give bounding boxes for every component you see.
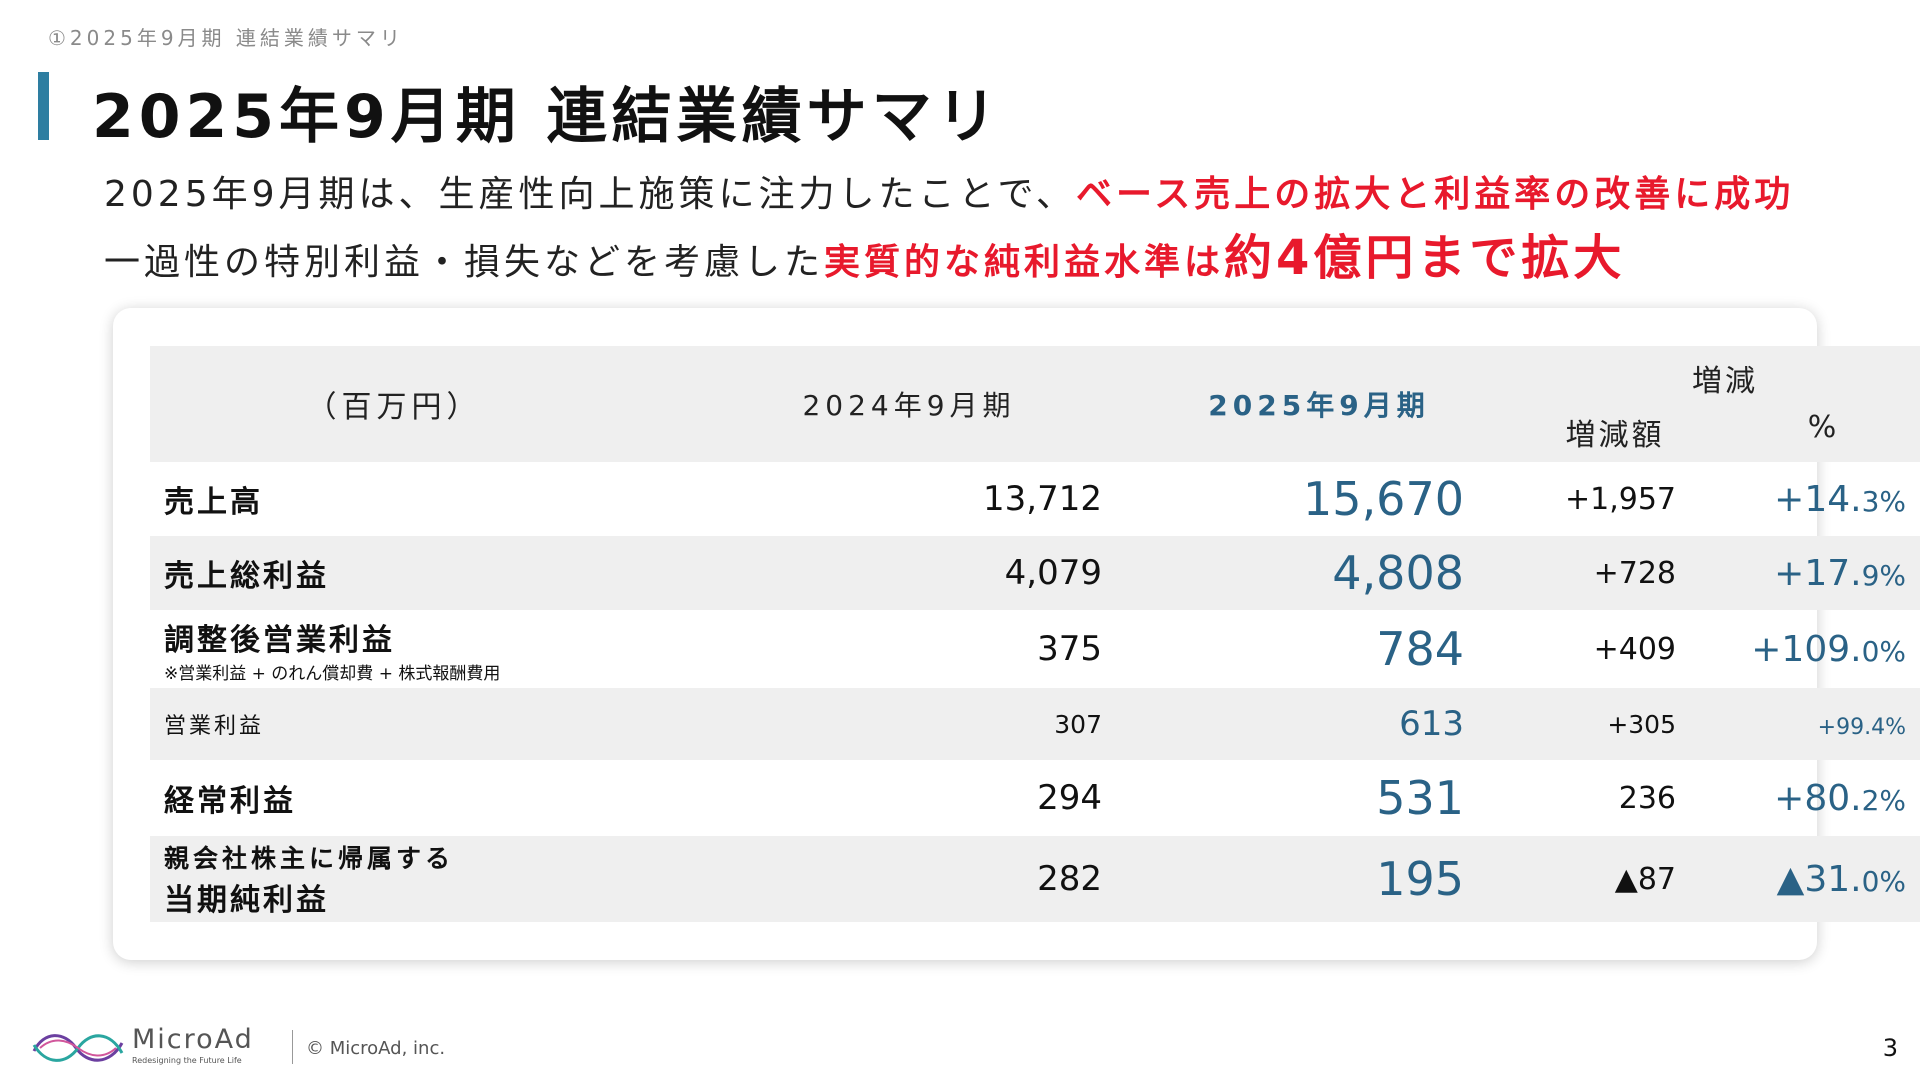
- row-label: 調整後営業利益 ※営業利益 + のれん償却費 + 株式報酬費用: [150, 610, 628, 688]
- header-change-percent: %: [1807, 410, 1837, 445]
- value-fy2024: 307: [1054, 709, 1102, 739]
- percent-decimal: 9%: [1861, 558, 1906, 592]
- value-fy2024: 4,079: [1004, 553, 1102, 593]
- row-label: 売上高: [164, 485, 263, 520]
- value-fy2025: 15,670: [1303, 472, 1464, 526]
- lead-line-2-emphasis-large: 約4億円まで拡大: [1224, 230, 1626, 286]
- value-change-amount: +305: [1607, 709, 1676, 739]
- value-change-percent: +99.4%: [1692, 688, 1920, 760]
- lead-line-1-text: 2025年9月期は、生産性向上施策に注力したことで、: [104, 174, 1077, 215]
- table-row-net-income: 親会社株主に帰属する当期純利益 282 195 ▲87 ▲31.0%: [150, 836, 1920, 922]
- table-row-adjusted-operating-profit: 調整後営業利益 ※営業利益 + のれん償却費 + 株式報酬費用 375 784 +…: [150, 610, 1920, 688]
- header-fy2025: 2025年9月期: [1208, 389, 1430, 422]
- value-fy2025: 613: [1399, 704, 1464, 744]
- percent-decimal: 0%: [1861, 864, 1906, 898]
- row-label-text: 当期純利益: [164, 883, 329, 918]
- row-label: 親会社株主に帰属する当期純利益: [150, 836, 628, 922]
- microad-logo-icon: [32, 1034, 124, 1062]
- title-accent-bar: [38, 72, 49, 140]
- row-label-prefix: 親会社株主に帰属する: [164, 844, 455, 873]
- percent-decimal: 0%: [1861, 634, 1906, 668]
- value-fy2025: 4,808: [1332, 546, 1464, 600]
- copyright: © MicroAd, inc.: [306, 1038, 446, 1059]
- value-change-amount: +1,957: [1564, 481, 1676, 517]
- value-fy2024: 282: [1037, 859, 1102, 899]
- percent-integer: +14.: [1774, 478, 1862, 520]
- table-row-gross-profit: 売上総利益 4,079 4,808 +728 +17.9%: [150, 536, 1920, 610]
- value-change-percent: +80.2%: [1692, 760, 1920, 836]
- row-label: 経常利益: [164, 784, 296, 819]
- value-fy2025: 531: [1376, 771, 1464, 825]
- value-fy2025: 784: [1376, 622, 1464, 676]
- value-change-amount: +409: [1593, 631, 1676, 667]
- logo-tagline: Redesigning the Future Life: [132, 1056, 242, 1065]
- results-card: [113, 308, 1817, 960]
- value-fy2024: 13,712: [983, 479, 1102, 519]
- lead-line-2-emphasis: 実質的な純利益水準は: [824, 242, 1225, 283]
- logo-wordmark: MicroAd: [132, 1024, 254, 1055]
- value-change-amount: 236: [1618, 780, 1676, 816]
- value-change-percent: +17.9%: [1692, 536, 1920, 610]
- header-change: 増減: [1692, 364, 1758, 399]
- value-change-amount: +728: [1593, 555, 1676, 591]
- header-fy2024: 2024年9月期: [802, 389, 1016, 422]
- row-label-text: 調整後営業利益: [164, 622, 395, 658]
- row-label: 売上総利益: [164, 559, 329, 594]
- table-row-revenue: 売上高 13,712 15,670 +1,957 +14.3%: [150, 462, 1920, 536]
- lead-line-2-text: 一過性の特別利益・損失などを考慮した: [104, 242, 825, 283]
- breadcrumb: ①2025年9月期 連結業績サマリ: [48, 26, 404, 50]
- percent-integer: +17.: [1774, 552, 1862, 594]
- percent-integer: +80.: [1774, 777, 1862, 819]
- header-unit: （百万円）: [306, 390, 482, 425]
- value-fy2024: 375: [1037, 629, 1102, 669]
- value-change-percent: +14.3%: [1692, 462, 1920, 536]
- header-change-amount: 増減額: [1565, 418, 1665, 453]
- percent-decimal: 2%: [1861, 783, 1906, 817]
- lead-line-1: 2025年9月期は、生産性向上施策に注力したことで、ベース売上の拡大と利益率の改…: [104, 165, 1794, 217]
- percent-decimal: 3%: [1861, 484, 1906, 518]
- lead-line-1-emphasis: ベース売上の拡大と利益率の改善に成功: [1076, 174, 1795, 215]
- percent-integer: +99.4%: [1817, 714, 1906, 740]
- percent-integer: ▲31.: [1776, 858, 1862, 900]
- footer-divider: [292, 1030, 293, 1064]
- page-title: 2025年9月期 連結業績サマリ: [92, 82, 1002, 152]
- table-row-ordinary-profit: 経常利益 294 531 236 +80.2%: [150, 760, 1920, 836]
- lead-line-2: 一過性の特別利益・損失などを考慮した実質的な純利益水準は約4億円まで拡大: [104, 218, 1625, 288]
- value-fy2025: 195: [1376, 852, 1464, 906]
- value-change-amount: ▲87: [1614, 861, 1676, 897]
- row-label-note: ※営業利益 + のれん償却費 + 株式報酬費用: [164, 663, 501, 684]
- table-row-operating-profit: 営業利益 307 613 +305 +99.4%: [150, 688, 1920, 760]
- value-change-percent: +109.0%: [1692, 610, 1920, 688]
- table-header-row: （百万円） 2024年9月期 2025年9月期 増減: [150, 346, 1920, 425]
- value-fy2024: 294: [1037, 778, 1102, 818]
- percent-integer: +109.: [1751, 628, 1862, 670]
- page-number: 3: [1882, 1034, 1898, 1062]
- value-change-percent: ▲31.0%: [1692, 836, 1920, 922]
- results-table: （百万円） 2024年9月期 2025年9月期 増減 増減額 % 売上高 13,…: [150, 346, 1920, 922]
- row-label: 営業利益: [164, 714, 265, 739]
